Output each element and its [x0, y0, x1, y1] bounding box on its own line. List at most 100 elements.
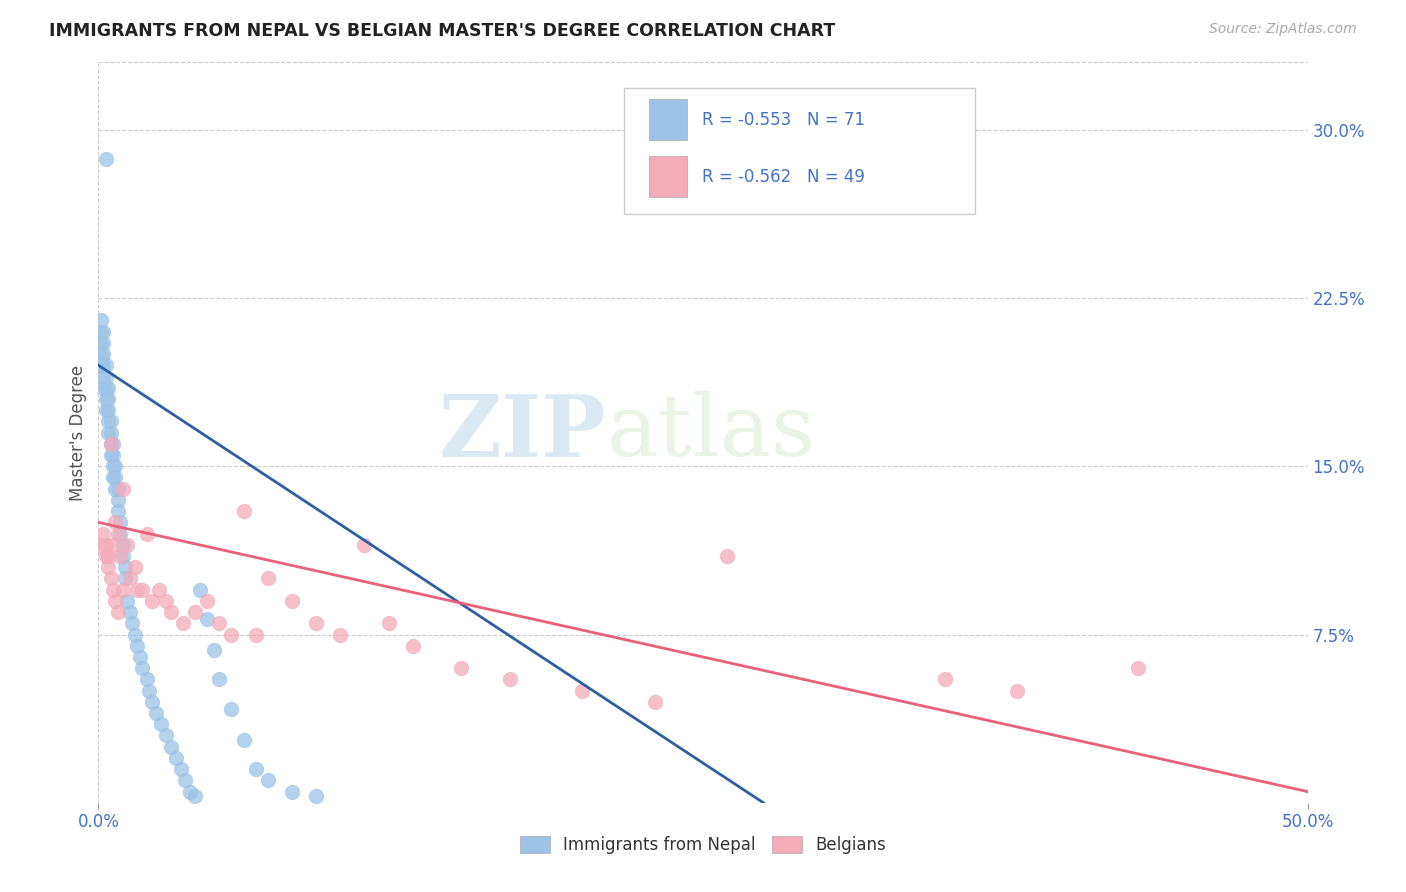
Point: [91, 526, 114, 541]
Point: [94, 403, 117, 417]
Point: [104, 594, 127, 608]
Point: [245, 627, 267, 641]
Point: [169, 762, 191, 776]
Point: [94, 538, 117, 552]
Point: [97, 560, 120, 574]
Point: [101, 448, 124, 462]
Point: [184, 605, 207, 619]
Point: [232, 504, 254, 518]
Point: [111, 549, 134, 563]
Point: [97, 403, 120, 417]
Point: [150, 717, 173, 731]
Point: [111, 582, 134, 597]
Point: [172, 616, 194, 631]
Text: IMMIGRANTS FROM NEPAL VS BELGIAN MASTER'S DEGREE CORRELATION CHART: IMMIGRANTS FROM NEPAL VS BELGIAN MASTER'…: [49, 22, 835, 40]
Point: [90, 359, 112, 373]
Point: [100, 414, 122, 428]
Point: [97, 392, 120, 406]
Point: [117, 538, 139, 552]
Point: [101, 459, 124, 474]
Point: [329, 627, 352, 641]
Point: [97, 381, 120, 395]
Text: ZIP: ZIP: [439, 391, 606, 475]
Legend: Immigrants from Nepal, Belgians: Immigrants from Nepal, Belgians: [513, 830, 893, 861]
Point: [179, 784, 201, 798]
Point: [174, 773, 197, 788]
Point: [108, 526, 131, 541]
Point: [94, 359, 117, 373]
Point: [204, 643, 226, 657]
Point: [91, 347, 114, 361]
Point: [90, 347, 112, 361]
Point: [127, 582, 149, 597]
Point: [934, 673, 956, 687]
Point: [141, 695, 163, 709]
Point: [208, 673, 231, 687]
Point: [107, 605, 129, 619]
Text: R = -0.562   N = 49: R = -0.562 N = 49: [702, 168, 865, 186]
Point: [104, 459, 127, 474]
Point: [94, 549, 117, 563]
Point: [644, 695, 666, 709]
Point: [1128, 661, 1150, 675]
Point: [571, 683, 593, 698]
Point: [91, 335, 114, 350]
Point: [100, 425, 122, 440]
Point: [135, 673, 157, 687]
Point: [91, 359, 114, 373]
Point: [131, 661, 153, 675]
Point: [135, 526, 157, 541]
Point: [91, 381, 114, 395]
Point: [97, 414, 120, 428]
Point: [127, 639, 149, 653]
Text: atlas: atlas: [606, 391, 815, 475]
Point: [90, 313, 112, 327]
Point: [1007, 683, 1029, 698]
Text: Source: ZipAtlas.com: Source: ZipAtlas.com: [1209, 22, 1357, 37]
Point: [221, 701, 243, 715]
Point: [195, 612, 218, 626]
Point: [124, 560, 146, 574]
Point: [305, 616, 328, 631]
Point: [145, 706, 167, 720]
Point: [104, 482, 127, 496]
Point: [232, 733, 254, 747]
Point: [100, 448, 122, 462]
Point: [90, 325, 112, 339]
Point: [97, 425, 120, 440]
Point: [101, 470, 124, 484]
Point: [498, 673, 520, 687]
Point: [165, 751, 187, 765]
Point: [111, 538, 134, 552]
Point: [101, 538, 124, 552]
Point: [108, 516, 131, 530]
Point: [124, 627, 146, 641]
Point: [91, 369, 114, 384]
Point: [305, 789, 328, 803]
Point: [101, 437, 124, 451]
Point: [281, 594, 304, 608]
Point: [188, 582, 211, 597]
Point: [208, 616, 231, 631]
Point: [128, 650, 150, 665]
Point: [141, 594, 163, 608]
Point: [118, 571, 141, 585]
Y-axis label: Master's Degree: Master's Degree: [69, 365, 87, 500]
Point: [138, 683, 160, 698]
Point: [118, 605, 141, 619]
Point: [155, 594, 177, 608]
Point: [90, 538, 112, 552]
Point: [221, 627, 243, 641]
Point: [245, 762, 267, 776]
Point: [160, 739, 183, 754]
Point: [101, 582, 124, 597]
FancyBboxPatch shape: [624, 88, 976, 214]
Point: [94, 152, 117, 166]
Point: [184, 789, 207, 803]
Point: [114, 560, 136, 574]
Point: [131, 582, 153, 597]
Point: [94, 392, 117, 406]
Point: [256, 571, 278, 585]
Point: [281, 784, 304, 798]
Point: [256, 773, 278, 788]
